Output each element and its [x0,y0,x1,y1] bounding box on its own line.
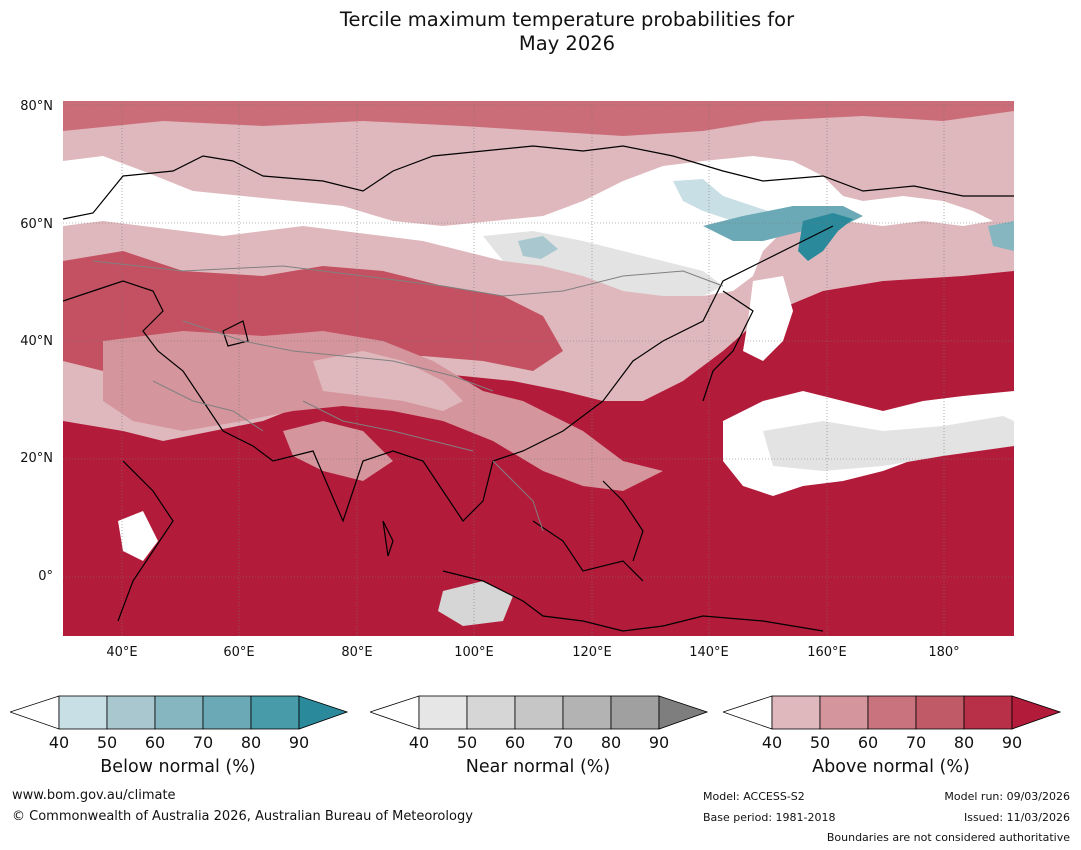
legend-below-tick-60: 60 [144,733,166,752]
legend-near-normal-title: Near normal (%) [465,757,611,777]
legend-below-normal-bar [10,695,348,730]
legend-near-tick-40: 40 [408,733,430,752]
near-normal-region-horn [118,511,158,561]
lat-label-40n: 40°N [20,334,53,349]
legend-near-normal-swatch-60 [514,695,564,730]
coastlines [63,145,1014,632]
legend-above-tick-70: 70 [905,733,927,752]
legend-above-normal-swatch-60 [867,695,917,730]
legend-near-tick-90: 90 [648,733,670,752]
legend-above-tick-40: 40 [761,733,783,752]
above-50-region-india [283,421,393,481]
lon-label-100e: 100°E [454,645,494,660]
model-run-date: Model run: 09/03/2026 [944,790,1070,803]
near-normal-region-siberia [63,156,993,296]
legend-above-normal [723,695,1061,731]
lon-label-140e: 140°E [689,645,729,660]
legend-above-normal-lower-arrow [723,695,773,730]
legend-near-normal-lower-arrow [370,695,420,730]
copyright-notice: © Commonwealth of Australia 2026, Austra… [12,809,473,824]
lat-label-80n: 80°N [20,99,53,114]
legend-above-normal-swatch-40 [771,695,821,730]
legend-below-normal-title: Below normal (%) [100,757,256,777]
legend-above-normal-swatch-80 [963,695,1013,730]
legend-near-tick-70: 70 [552,733,574,752]
legend-above-normal-swatch-70 [915,695,965,730]
below-90-region-kamchatka [798,213,853,261]
legend-below-normal-swatch-50 [106,695,156,730]
legend-near-tick-60: 60 [504,733,526,752]
legend-near-normal-bar [370,695,708,730]
legend-below-normal [10,695,348,731]
title-line-2: May 2026 [518,32,616,55]
below-60-region-east [988,221,1014,251]
legend-near-normal-swatch-40 [418,695,468,730]
legend-below-normal-swatch-90 [298,695,348,730]
legend-below-normal-lower-arrow [10,695,60,730]
issued-date: Issued: 11/03/2026 [963,811,1070,824]
lat-label-60n: 60°N [20,217,53,232]
legend-near-normal-swatch-50 [466,695,516,730]
above-60-region-north [63,101,1014,136]
chart-title: Tercile maximum temperature probabilitie… [0,8,1081,56]
near-40-region-pacific [763,416,1014,471]
below-50-region-baikal [518,236,558,259]
lon-label-40e: 40°E [106,645,138,660]
base-period: Base period: 1981-2018 [703,811,836,824]
legend-above-tick-60: 60 [857,733,879,752]
legend-below-tick-80: 80 [240,733,262,752]
legend-above-tick-80: 80 [953,733,975,752]
legend-above-normal-swatch-90 [1011,695,1061,730]
near-50-region-java [438,581,513,626]
lon-label-60e: 60°E [223,645,255,660]
graticule [63,101,1014,636]
legend-above-normal-swatch-50 [819,695,869,730]
lon-label-160e: 160°E [807,645,847,660]
above-40-region-tibet [313,351,463,411]
lon-label-120e: 120°E [572,645,612,660]
legend-above-tick-90: 90 [1001,733,1023,752]
legend-below-normal-swatch-70 [202,695,252,730]
legend-near-tick-50: 50 [456,733,478,752]
legend-above-normal-bar [723,695,1061,730]
legend-near-normal-swatch-80 [610,695,660,730]
website-link[interactable]: www.bom.gov.au/climate [12,788,176,803]
legend-below-normal-swatch-80 [250,695,300,730]
probability-map [63,101,1014,636]
legend-near-tick-80: 80 [600,733,622,752]
below-70-region-okhotsk [703,206,863,241]
legend-below-tick-90: 90 [288,733,310,752]
legend-near-normal-swatch-70 [562,695,612,730]
legend-below-normal-swatch-60 [154,695,204,730]
lat-label-20n: 20°N [20,451,53,466]
near-normal-region-korea [743,276,793,361]
lon-label-80e: 80°E [341,645,373,660]
lat-label-0: 0° [38,569,53,584]
legend-below-tick-50: 50 [96,733,118,752]
legend-near-normal [370,695,708,731]
legend-below-tick-40: 40 [48,733,70,752]
title-line-1: Tercile maximum temperature probabilitie… [339,8,795,31]
legend-below-normal-swatch-40 [58,695,108,730]
lon-label-180: 180° [928,645,960,660]
legend-above-tick-50: 50 [809,733,831,752]
legend-below-tick-70: 70 [192,733,214,752]
legend-above-normal-title: Above normal (%) [812,757,970,777]
country-borders [92,260,724,532]
map-canvas [63,101,1014,636]
boundaries-disclaimer: Boundaries are not considered authoritat… [826,831,1070,844]
legend-near-normal-swatch-90 [658,695,708,730]
model-name: Model: ACCESS-S2 [703,790,805,803]
